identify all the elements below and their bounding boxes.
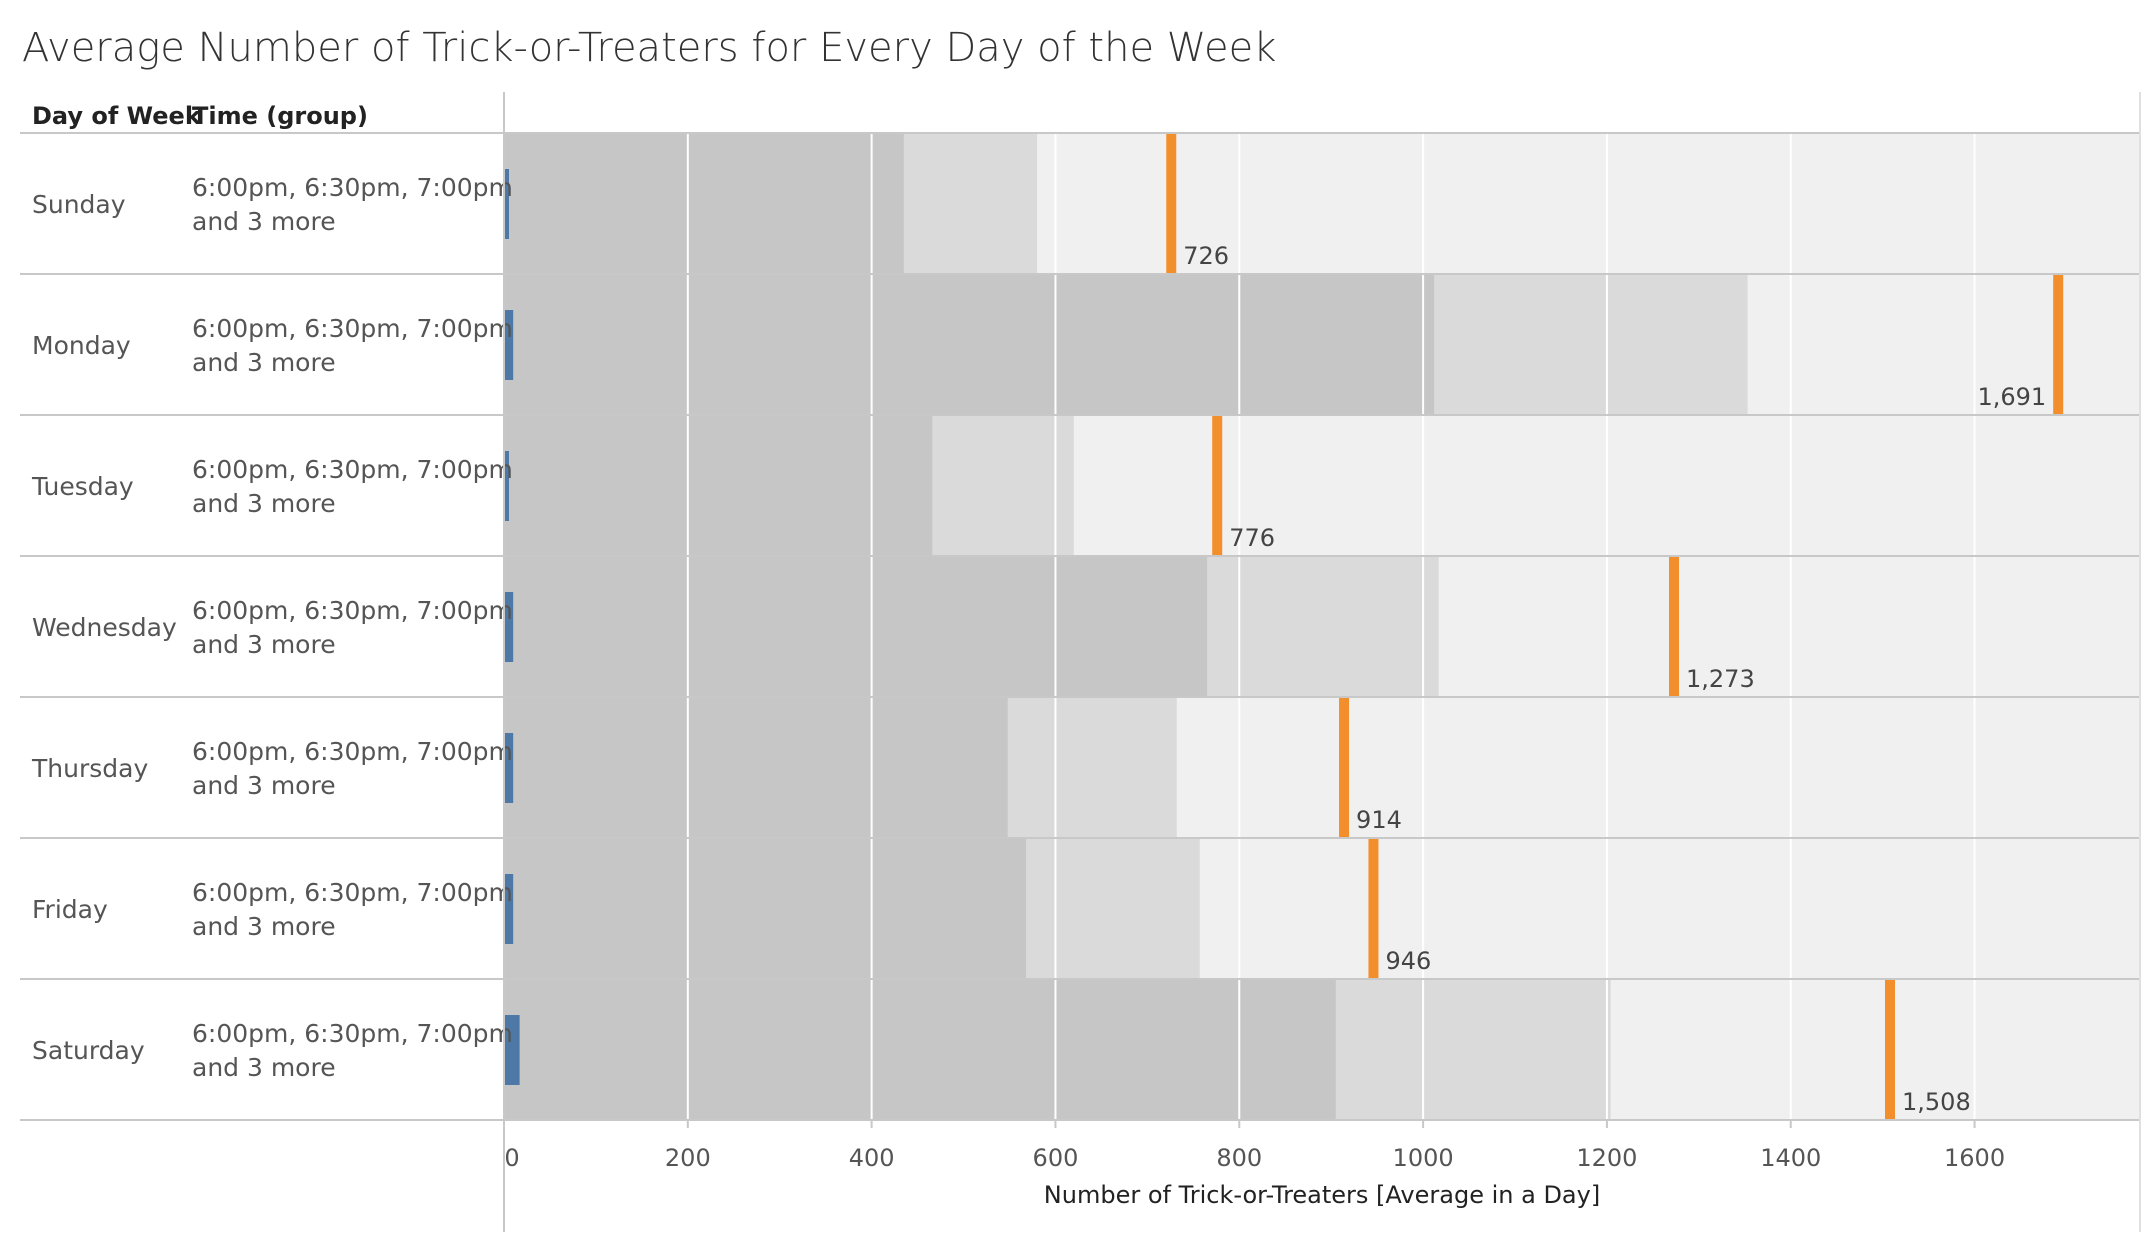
value-label-wednesday: 1,273 — [1686, 665, 1755, 693]
reference-line-monday — [2053, 274, 2064, 415]
x-tick-label-600: 600 — [1033, 1144, 1079, 1172]
x-tick-label-400: 400 — [849, 1144, 895, 1172]
day-label-saturday: Saturday — [32, 1036, 145, 1065]
time-group-label-sunday: 6:00pm, 6:30pm, 7:00pm — [192, 173, 513, 202]
value-label-sunday: 726 — [1183, 242, 1229, 270]
x-tick-label-0: 0 — [504, 1144, 519, 1172]
reference-line-wednesday — [1669, 556, 1680, 697]
time-group-more-monday: and 3 more — [192, 348, 336, 377]
day-label-tuesday: Tuesday — [31, 472, 134, 501]
x-tick-label-1600: 1600 — [1944, 1144, 2005, 1172]
day-label-wednesday: Wednesday — [32, 613, 177, 642]
band-dark-sunday — [504, 133, 904, 274]
time-group-label-wednesday: 6:00pm, 6:30pm, 7:00pm — [192, 596, 513, 625]
band-dark-saturday — [504, 979, 1336, 1120]
band-dark-wednesday — [504, 556, 1208, 697]
band-dark-friday — [504, 838, 1027, 979]
band-dark-monday — [504, 274, 1435, 415]
bar-monday — [504, 310, 514, 380]
chart-title: Average Number of Trick-or-Treaters for … — [22, 25, 1276, 71]
value-label-friday: 946 — [1385, 947, 1431, 975]
time-group-label-monday: 6:00pm, 6:30pm, 7:00pm — [192, 314, 513, 343]
reference-line-tuesday — [1212, 415, 1223, 556]
x-tick-label-1200: 1200 — [1576, 1144, 1637, 1172]
time-group-more-saturday: and 3 more — [192, 1053, 336, 1082]
row-labels: Sunday 6:00pm, 6:30pm, 7:00pm and 3 more Mo… — [31, 173, 513, 1082]
time-group-more-friday: and 3 more — [192, 912, 336, 941]
value-label-monday: 1,691 — [1977, 383, 2046, 411]
bar-tuesday — [504, 451, 509, 521]
bar-thursday — [504, 733, 514, 803]
band-dark-tuesday — [504, 415, 933, 556]
day-label-thursday: Thursday — [31, 754, 148, 783]
reference-line-sunday — [1166, 133, 1177, 274]
value-label-thursday: 914 — [1356, 806, 1402, 834]
header-time-group: Time (group) — [192, 102, 368, 130]
day-label-sunday: Sunday — [32, 190, 126, 219]
bars — [504, 169, 520, 1085]
reference-line-thursday — [1339, 697, 1350, 838]
time-group-more-tuesday: and 3 more — [192, 489, 336, 518]
reference-lines: 726 1,691 776 1,273 914 946 1,508 — [1166, 133, 2064, 1120]
day-label-friday: Friday — [32, 895, 108, 924]
value-label-tuesday: 776 — [1229, 524, 1275, 552]
time-group-label-friday: 6:00pm, 6:30pm, 7:00pm — [192, 878, 513, 907]
time-group-more-thursday: and 3 more — [192, 771, 336, 800]
bar-sunday — [504, 169, 509, 239]
x-tick-label-800: 800 — [1216, 1144, 1262, 1172]
header-day-of-week: Day of Week — [32, 102, 202, 130]
bar-friday — [504, 874, 514, 944]
reference-line-saturday — [1885, 979, 1896, 1120]
time-group-more-wednesday: and 3 more — [192, 630, 336, 659]
row-dividers — [20, 132, 2140, 1121]
time-group-more-sunday: and 3 more — [192, 207, 336, 236]
time-group-label-saturday: 6:00pm, 6:30pm, 7:00pm — [192, 1019, 513, 1048]
x-axis-label: Number of Trick-or-Treaters [Average in … — [1044, 1181, 1600, 1209]
time-group-label-tuesday: 6:00pm, 6:30pm, 7:00pm — [192, 455, 513, 484]
value-label-saturday: 1,508 — [1902, 1088, 1971, 1116]
x-tick-label-200: 200 — [665, 1144, 711, 1172]
reference-bands — [504, 133, 2140, 1120]
band-dark-thursday — [504, 697, 1008, 838]
bar-wednesday — [504, 592, 514, 662]
time-group-label-thursday: 6:00pm, 6:30pm, 7:00pm — [192, 737, 513, 766]
reference-line-friday — [1368, 838, 1379, 979]
x-axis: 0 200 400 600 800 1000 1200 1400 1600 — [503, 92, 2141, 1232]
day-label-monday: Monday — [32, 331, 131, 360]
x-tick-label-1400: 1400 — [1760, 1144, 1821, 1172]
x-tick-label-1000: 1000 — [1393, 1144, 1454, 1172]
gridlines — [686, 133, 1976, 1120]
bar-saturday — [504, 1015, 520, 1085]
